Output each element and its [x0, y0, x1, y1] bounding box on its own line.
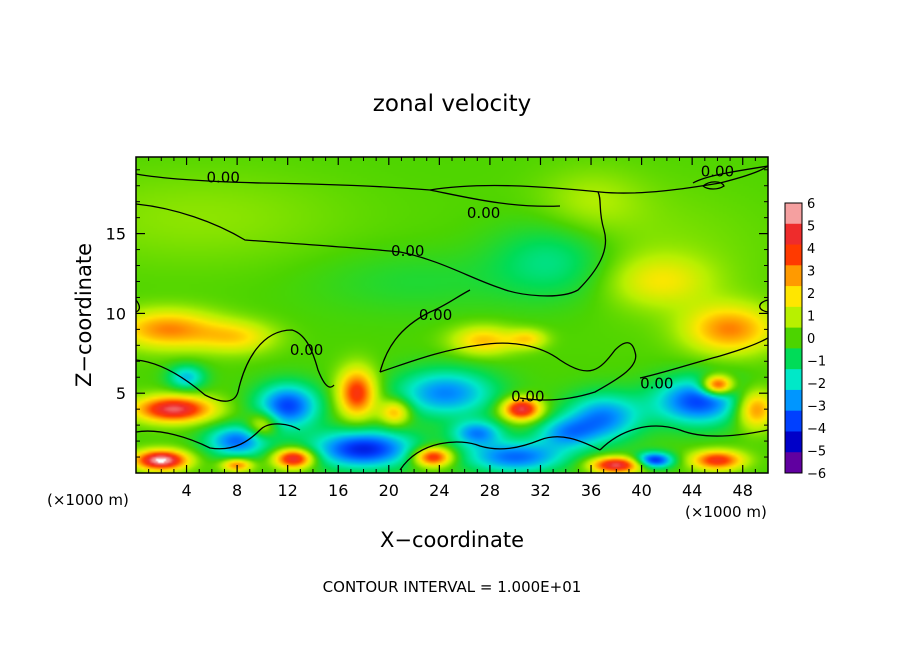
colorbar-label-7: 0 — [807, 332, 815, 347]
contour-line-lower-right — [639, 337, 768, 379]
contour-label-5: 0.00 — [419, 306, 452, 324]
colorbar-swatch-3 — [785, 244, 802, 266]
contour-line-top-right-loop — [701, 181, 725, 190]
colorbar-swatch-13 — [785, 452, 802, 474]
colorbar-label-10: −3 — [807, 400, 826, 415]
x-tick-label-32: 32 — [530, 481, 550, 500]
colorbar-swatch-8 — [785, 348, 802, 370]
x-tick-label-20: 20 — [379, 481, 399, 500]
colorbar-swatch-12 — [785, 431, 802, 453]
contour-line-lower-snake — [379, 342, 637, 401]
y-tick-label-5: 5 — [116, 384, 126, 403]
colorbar-label-12: −5 — [807, 445, 826, 460]
colorbar-swatch-6 — [785, 306, 802, 329]
contour-line-left-blob — [136, 299, 141, 313]
x-tick-label-44: 44 — [682, 481, 702, 500]
contour-line-upper-loop — [429, 165, 768, 194]
colorbar-label-11: −4 — [807, 422, 826, 437]
colorbar-swatch-10 — [785, 389, 802, 412]
contour-label-4: 0.00 — [701, 162, 734, 180]
contour-line-lower-left — [136, 329, 335, 402]
contour-label-8: 0.00 — [640, 375, 673, 393]
contour-line-upper — [136, 173, 561, 207]
chart-title: zonal velocity — [373, 91, 531, 117]
colorbar-swatch-7 — [785, 327, 802, 349]
contour-label-6: 0.00 — [290, 341, 323, 359]
x-tick-label-8: 8 — [232, 481, 242, 500]
contour-label-1: 0.00 — [207, 169, 240, 187]
x-tick-label-48: 48 — [733, 481, 753, 500]
zero-contours — [136, 165, 768, 471]
colorbar-frame — [784, 202, 803, 474]
colorbar-swatch-9 — [785, 369, 802, 391]
colorbar-label-2: 5 — [807, 220, 815, 235]
velocity-field-image — [136, 157, 768, 473]
y-axis: 5 10 15 — [106, 169, 768, 458]
contour-line-bottom-left — [136, 423, 301, 450]
colorbar-label-3: 4 — [807, 242, 815, 257]
contour-labels: 0.00 0.00 0.00 0.00 0.00 0.00 0.00 0.00 — [207, 162, 735, 405]
colorbar-swatch-2 — [785, 223, 802, 246]
contour-line-right-blob — [759, 299, 768, 313]
contour-interval-note: CONTOUR INTERVAL = 1.000E+01 — [323, 578, 582, 596]
x-tick-label-36: 36 — [581, 481, 601, 500]
x-tick-label-12: 12 — [278, 481, 298, 500]
x-unit-label: (×1000 m) — [685, 503, 767, 521]
colorbar-swatch-1 — [785, 203, 802, 225]
z-unit-label: (×1000 m) — [47, 491, 129, 509]
colorbar-swatch-5 — [785, 286, 802, 308]
y-tick-label-10: 10 — [106, 304, 126, 323]
colorbar-label-13: −6 — [807, 467, 826, 482]
x-tick-label-40: 40 — [631, 481, 651, 500]
y-tick-label-15: 15 — [106, 225, 126, 244]
contour-label-2: 0.00 — [467, 204, 500, 222]
colorbar-label-5: 2 — [807, 287, 815, 302]
colorbar-swatch-11 — [785, 410, 802, 432]
contour-label-3: 0.00 — [391, 242, 424, 260]
colorbar-swatch-4 — [785, 265, 802, 287]
colorbar-label-6: 1 — [807, 310, 815, 325]
x-tick-label-16: 16 — [328, 481, 348, 500]
x-tick-label-24: 24 — [429, 481, 449, 500]
colorbar-label-8: −1 — [807, 355, 826, 370]
x-axis-label: X−coordinate — [380, 528, 524, 552]
x-tick-label-4: 4 — [181, 481, 191, 500]
contour-label-7: 0.00 — [511, 387, 544, 405]
heatmap-field — [136, 157, 768, 473]
y-axis-label: Z−coordinate — [72, 243, 96, 387]
colorbar-label-1: 6 — [807, 197, 815, 212]
contour-line-lower-mid — [379, 289, 471, 373]
colorbar-label-9: −2 — [807, 377, 826, 392]
contour-line-top-right — [692, 165, 768, 184]
x-tick-label-28: 28 — [480, 481, 500, 500]
contour-line-main — [136, 191, 607, 297]
contour-line-bottom-mid — [399, 436, 601, 471]
colorbar: 6 5 4 3 2 1 0 −1 −2 −3 −4 −5 −6 — [784, 197, 826, 482]
colorbar-label-4: 3 — [807, 265, 815, 280]
x-axis: 4 8 12 16 20 24 28 32 36 40 44 48 — [148, 157, 756, 500]
contour-line-bottom-right — [599, 425, 768, 451]
